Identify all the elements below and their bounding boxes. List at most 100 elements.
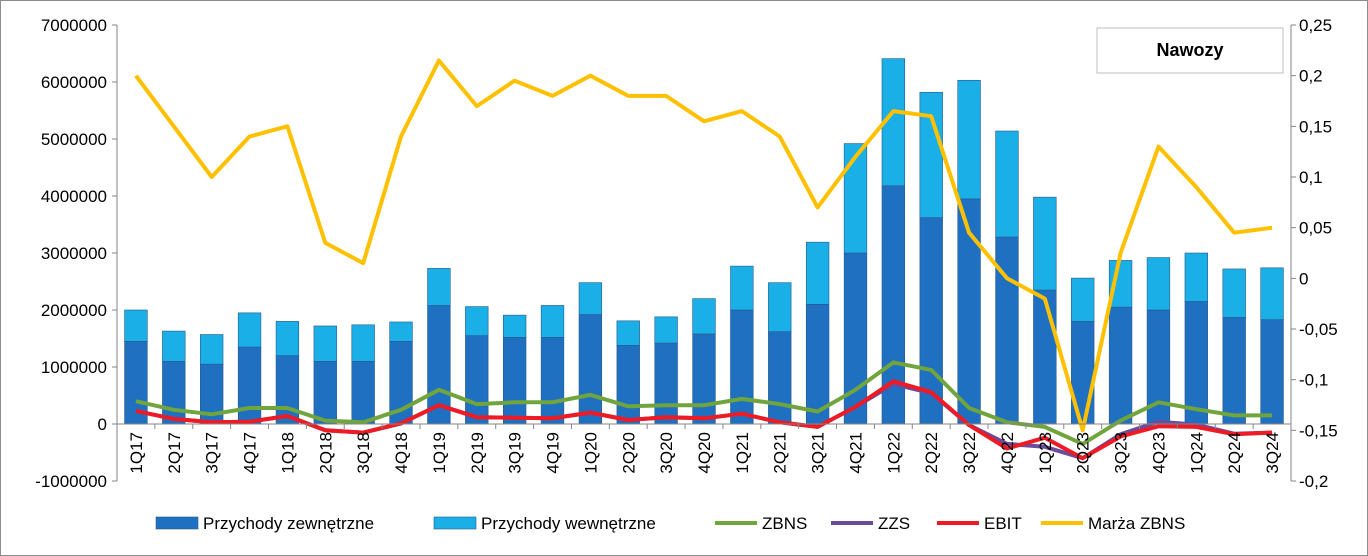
axes-layer: -1000000 0 1000000 2000000 3000000 4000000 500… <box>35 16 1338 491</box>
bar-internal-1Q23 <box>1033 196 1057 291</box>
bar-external-2Q19 <box>465 335 489 425</box>
bar-internal-2Q23 <box>1071 277 1095 322</box>
x-tick-label: 2Q19 <box>468 432 487 474</box>
lines-layer <box>134 58 1273 461</box>
bar-external-1Q21 <box>730 309 754 425</box>
bar-external-1Q20 <box>578 314 603 425</box>
bar-internal-1Q24 <box>1184 252 1208 302</box>
bar-external-4Q20 <box>692 333 716 425</box>
left-tick-label: 5000000 <box>41 130 107 149</box>
right-tick-label: -0,2 <box>1299 472 1328 491</box>
legend-swatch <box>155 516 199 530</box>
bar-external-3Q18 <box>351 360 375 425</box>
bar-internal-3Q19 <box>502 314 527 338</box>
x-tick-label: 1Q24 <box>1187 432 1206 474</box>
x-tick-label: 4Q17 <box>241 432 260 474</box>
right-tick-label: 0,25 <box>1299 16 1332 35</box>
left-tick-label: 2000000 <box>41 301 107 320</box>
bar-internal-4Q21 <box>843 143 868 254</box>
bar-internal-4Q23 <box>1146 257 1171 311</box>
bar-external-1Q24 <box>1184 301 1208 425</box>
bar-internal-1Q17 <box>124 309 148 342</box>
bar-internal-3Q22 <box>957 79 981 200</box>
right-tick-label: -0,05 <box>1299 320 1338 339</box>
bar-internal-1Q18 <box>275 321 300 356</box>
x-tick-label: 2Q20 <box>619 432 638 474</box>
x-tick-label: 4Q19 <box>544 432 563 474</box>
x-tick-label: 1Q17 <box>127 432 146 474</box>
bar-internal-3Q20 <box>654 316 678 344</box>
bar-internal-2Q22 <box>919 91 943 218</box>
x-tick-label: 1Q21 <box>733 432 752 474</box>
x-tick-label: 2Q22 <box>922 432 941 474</box>
x-tick-label: 3Q17 <box>203 432 222 474</box>
bar-internal-4Q22 <box>995 130 1019 238</box>
left-tick-label: 4000000 <box>41 187 107 206</box>
bar-external-4Q17 <box>237 346 262 425</box>
x-tick-label: 2Q23 <box>1074 432 1093 474</box>
x-tick-label: 1Q19 <box>430 432 449 474</box>
x-tick-label: 1Q22 <box>884 432 903 474</box>
legend-label: Przychody zewnętrzne <box>203 514 374 533</box>
bar-external-3Q23 <box>1108 306 1133 425</box>
x-tick-label: 4Q20 <box>695 432 714 474</box>
bar-external-2Q24 <box>1222 317 1246 425</box>
left-tick-label: 3000000 <box>41 244 107 263</box>
right-tick-label: -0,15 <box>1299 421 1338 440</box>
x-tick-label: 2Q24 <box>1225 432 1244 474</box>
legend-label: ZZS <box>878 514 910 533</box>
line-series-ebit <box>135 379 1273 461</box>
bar-external-3Q19 <box>502 337 527 425</box>
bar-internal-3Q18 <box>351 324 375 362</box>
legend-swatch <box>433 516 477 530</box>
bar-internal-2Q24 <box>1222 268 1246 318</box>
x-tick-label: 4Q22 <box>998 432 1017 474</box>
x-tick-label: 2Q17 <box>165 432 184 474</box>
bar-external-4Q21 <box>843 252 868 425</box>
bar-internal-1Q20 <box>578 282 603 315</box>
x-tick-label: 1Q23 <box>1036 432 1055 474</box>
bar-internal-3Q17 <box>200 334 224 365</box>
bar-external-3Q20 <box>654 342 678 425</box>
bar-internal-2Q21 <box>768 282 792 332</box>
bar-internal-2Q17 <box>162 330 186 362</box>
chart-title: Nawozy <box>1156 40 1223 60</box>
x-tick-label: 3Q23 <box>1112 432 1131 474</box>
x-tick-label: 3Q21 <box>809 432 828 474</box>
left-tick-label: 1000000 <box>41 358 107 377</box>
bar-external-2Q17 <box>162 360 186 425</box>
x-tick-label: 3Q20 <box>657 432 676 474</box>
right-tick-label: 0,2 <box>1299 67 1323 86</box>
x-tick-label: 1Q20 <box>581 432 600 474</box>
bar-external-2Q20 <box>616 345 640 425</box>
right-tick-label: 0,05 <box>1299 219 1332 238</box>
left-tick-label: 6000000 <box>41 73 107 92</box>
bar-external-4Q22 <box>995 236 1019 425</box>
bar-internal-2Q19 <box>465 306 489 336</box>
x-tick-label: 3Q24 <box>1263 432 1282 474</box>
x-tick-label: 4Q21 <box>846 432 865 474</box>
left-tick-label: 0 <box>98 415 107 434</box>
line-series-marża-zbns <box>134 58 1273 433</box>
line-series-zbns <box>135 360 1273 446</box>
x-tick-label: 3Q22 <box>960 432 979 474</box>
right-tick-label: 0 <box>1299 269 1308 288</box>
bars-layer <box>124 58 1284 425</box>
bar-internal-3Q21 <box>805 241 830 305</box>
x-tick-label: 3Q18 <box>354 432 373 474</box>
bar-external-2Q18 <box>313 360 337 425</box>
legend-label: EBIT <box>984 514 1022 533</box>
bar-external-3Q24 <box>1260 319 1284 425</box>
x-tick-label: 2Q21 <box>771 432 790 474</box>
right-tick-label: 0,15 <box>1299 117 1332 136</box>
bar-internal-2Q20 <box>616 320 640 346</box>
bar-external-1Q18 <box>275 355 300 425</box>
bar-internal-3Q24 <box>1260 267 1284 320</box>
x-tick-label: 2Q18 <box>316 432 335 474</box>
legend: Przychody zewnętrzne Przychody wewnętrzne… <box>155 514 1185 533</box>
left-tick-label: 7000000 <box>41 16 107 35</box>
left-tick-label: -1000000 <box>35 472 107 491</box>
x-tick-label: 3Q19 <box>506 432 525 474</box>
